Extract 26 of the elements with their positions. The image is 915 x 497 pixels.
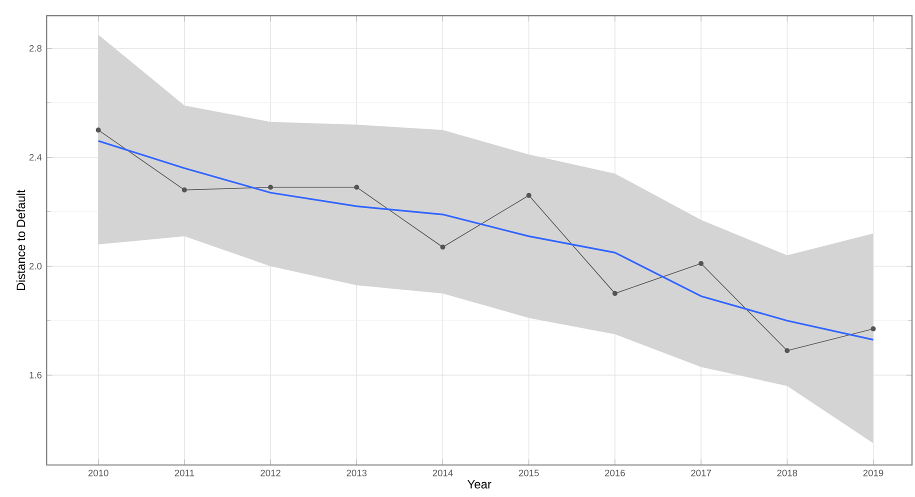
x-tick-label: 2015 xyxy=(518,470,539,476)
point xyxy=(784,348,790,354)
point xyxy=(526,192,532,198)
y-tick-label: 2.0 xyxy=(29,262,42,270)
point xyxy=(96,128,101,133)
x-tick-label: 2017 xyxy=(691,470,711,476)
y-tick-label: 2.4 xyxy=(29,154,42,161)
x-tick-label: 2012 xyxy=(260,470,280,476)
point xyxy=(354,184,360,190)
x-tick-label: 2016 xyxy=(605,470,625,476)
x-tick-label: 2011 xyxy=(174,470,194,476)
x-tick-label: 2013 xyxy=(346,470,367,476)
y-tick-label: 2.8 xyxy=(29,45,42,52)
point xyxy=(182,187,187,192)
x-axis-title: Year xyxy=(467,480,492,489)
y-axis-title: Distance to Default xyxy=(16,190,26,290)
y-tick-label: 1.6 xyxy=(30,372,42,378)
x-tick-label: 2010 xyxy=(88,470,108,476)
x-tick-label: 2014 xyxy=(432,470,453,476)
point xyxy=(440,244,446,250)
point xyxy=(698,260,704,266)
x-tick-label: 2018 xyxy=(777,470,798,476)
point xyxy=(268,184,274,190)
point xyxy=(870,326,876,332)
point xyxy=(612,290,618,296)
x-tick-label: 2019 xyxy=(863,470,884,476)
